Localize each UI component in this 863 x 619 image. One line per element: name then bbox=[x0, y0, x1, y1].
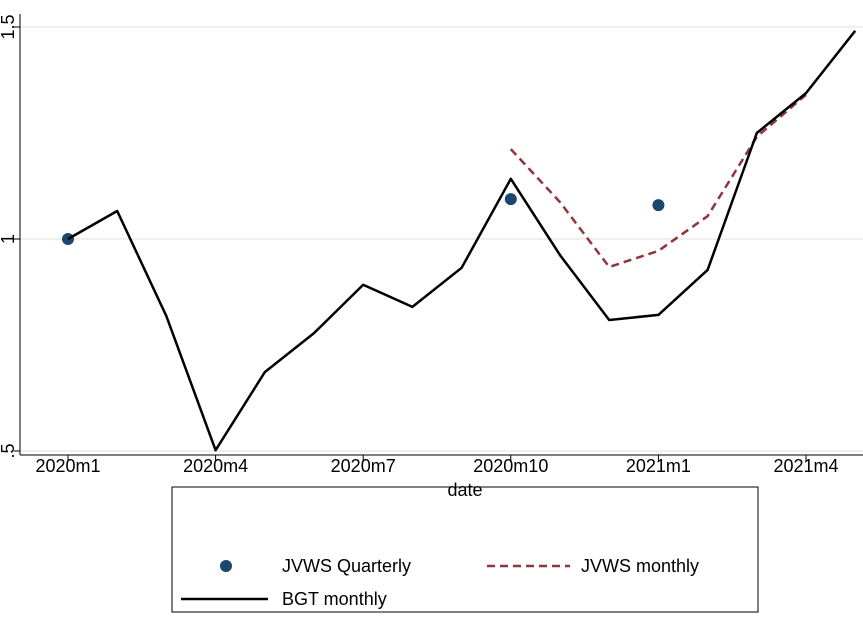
legend-box bbox=[171, 486, 759, 613]
series-line bbox=[509, 93, 807, 269]
legend-label: BGT monthly bbox=[282, 589, 387, 609]
y-tick-label: 1.5 bbox=[0, 14, 18, 39]
legend-label: JVWS monthly bbox=[581, 556, 699, 576]
data-point bbox=[504, 193, 517, 206]
legend-label: JVWS Quarterly bbox=[282, 556, 411, 576]
legend-marker bbox=[220, 560, 232, 572]
y-tick-label: .5 bbox=[0, 443, 18, 458]
data-point bbox=[652, 199, 665, 212]
x-tick-label: 2020m1 bbox=[35, 456, 100, 476]
x-axis-label: date bbox=[447, 480, 482, 500]
series-line bbox=[67, 30, 857, 452]
x-tick-label: 2021m4 bbox=[773, 456, 838, 476]
y-tick-label: 1 bbox=[0, 234, 18, 244]
x-tick-label: 2021m1 bbox=[626, 456, 691, 476]
x-tick-label: 2020m7 bbox=[331, 456, 396, 476]
x-tick-label: 2020m10 bbox=[473, 456, 548, 476]
x-tick-label: 2020m4 bbox=[183, 456, 248, 476]
